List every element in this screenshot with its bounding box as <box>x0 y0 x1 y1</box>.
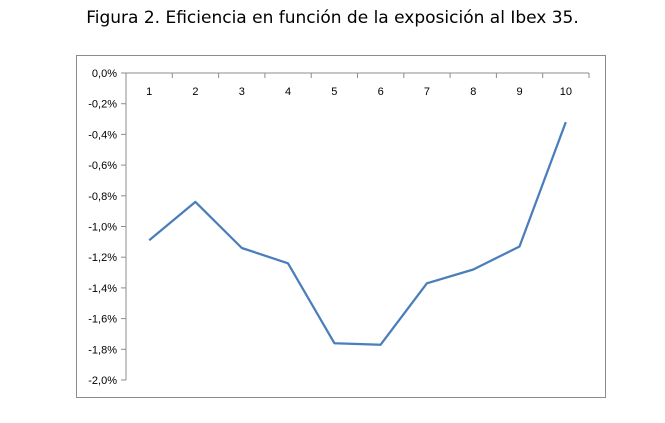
y-tick-label: -1,4% <box>88 283 117 295</box>
x-tick-label: 7 <box>424 86 430 98</box>
y-tick-label: -1,8% <box>88 344 117 356</box>
x-tick-label: 3 <box>239 86 245 98</box>
series-line <box>148 121 567 346</box>
figure-title: Figura 2. Eficiencia en función de la ex… <box>86 8 579 28</box>
y-tick-label: -0,4% <box>88 129 117 141</box>
series-group <box>148 121 567 346</box>
x-tick-label: 4 <box>285 86 291 98</box>
x-tick-label: 10 <box>560 86 572 98</box>
y-tick-label: 0,0% <box>92 68 117 80</box>
x-tick-label: 1 <box>146 86 152 98</box>
x-tick-label: 6 <box>378 86 384 98</box>
x-tick-label: 5 <box>331 86 337 98</box>
x-axis: 1 2 3 4 5 6 7 8 9 10 <box>125 72 590 98</box>
y-tick-label: -1,0% <box>88 222 117 234</box>
y-tick-label: -1,2% <box>88 252 117 264</box>
y-tick-label: -0,6% <box>88 160 117 172</box>
y-tick-label: -0,8% <box>88 191 117 203</box>
y-tick-label: -2,0% <box>88 375 117 387</box>
y-tick-label: -0,2% <box>88 99 117 111</box>
y-tick-label: -1,6% <box>88 314 117 326</box>
x-tick-label: 2 <box>192 86 198 98</box>
x-tick-label: 9 <box>516 86 522 98</box>
y-axis: 0,0% -0,2% -0,4% -0,6% -0,8% -1,0% -1,2% -1,4% -… <box>88 68 127 387</box>
x-tick-label: 8 <box>470 86 476 98</box>
